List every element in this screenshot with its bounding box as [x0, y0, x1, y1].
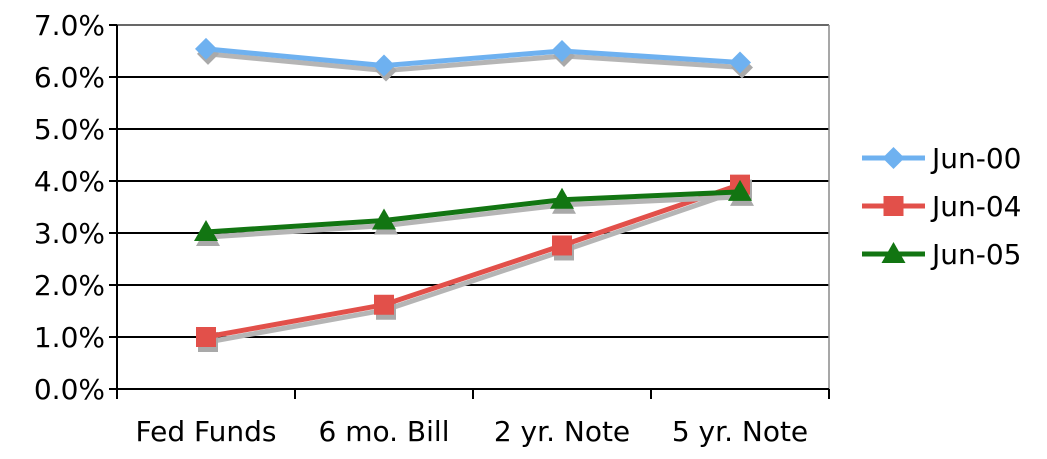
- data-point: [194, 219, 218, 241]
- data-point: [550, 187, 574, 209]
- series-jun-05: [194, 179, 754, 246]
- y-tick-label: 3.0%: [34, 217, 105, 250]
- plot-area: [117, 25, 829, 389]
- y-tick-label: 1.0%: [34, 321, 105, 354]
- legend-label: Jun-00: [930, 142, 1021, 175]
- y-tick-label: 6.0%: [34, 61, 105, 94]
- legend-label: Jun-05: [930, 238, 1021, 271]
- y-tick-label: 2.0%: [34, 269, 105, 302]
- legend-marker: [881, 242, 906, 263]
- series-line: [205, 189, 741, 235]
- legend-marker: [882, 147, 905, 169]
- series-shadow: [207, 51, 743, 74]
- legend: Jun-00 Jun-04 Jun-05: [862, 142, 1021, 271]
- x-tick-label: 5 yr. Note: [672, 415, 808, 448]
- series-layer: [194, 37, 754, 352]
- x-tick-label: 2 yr. Note: [494, 415, 630, 448]
- series-line: [205, 182, 741, 340]
- series-jun-00: [195, 37, 753, 82]
- data-point: [729, 51, 751, 74]
- x-tick-label: Fed Funds: [136, 415, 277, 448]
- legend-label: Jun-04: [930, 190, 1021, 223]
- x-axis: Fed Funds 6 mo. Bill 2 yr. Note 5 yr. Note: [116, 388, 830, 448]
- data-point: [552, 235, 572, 256]
- data-point: [196, 327, 216, 347]
- series-shadow: [207, 187, 743, 345]
- y-tick-label: 5.0%: [34, 113, 105, 146]
- data-point: [195, 37, 217, 60]
- y-tick-label: 4.0%: [34, 165, 105, 198]
- series-shadow: [207, 194, 743, 240]
- legend-item-jun-04: Jun-04: [862, 190, 1021, 223]
- data-point: [728, 179, 752, 201]
- data-point: [374, 294, 394, 315]
- series-jun-04: [196, 174, 752, 352]
- data-point: [551, 40, 573, 62]
- legend-item-jun-00: Jun-00: [862, 142, 1021, 175]
- y-tick-label: 7.0%: [34, 9, 105, 42]
- data-point: [372, 208, 396, 230]
- y-axis: 0.0% 1.0% 2.0% 3.0% 4.0% 5.0% 6.0% 7.0%: [34, 9, 118, 406]
- legend-item-jun-05: Jun-05: [862, 238, 1021, 271]
- y-tick-label: 0.0%: [34, 373, 105, 406]
- series-line: [205, 46, 741, 69]
- data-point: [373, 54, 395, 77]
- legend-marker: [883, 196, 904, 216]
- x-tick-label: 6 mo. Bill: [319, 415, 450, 448]
